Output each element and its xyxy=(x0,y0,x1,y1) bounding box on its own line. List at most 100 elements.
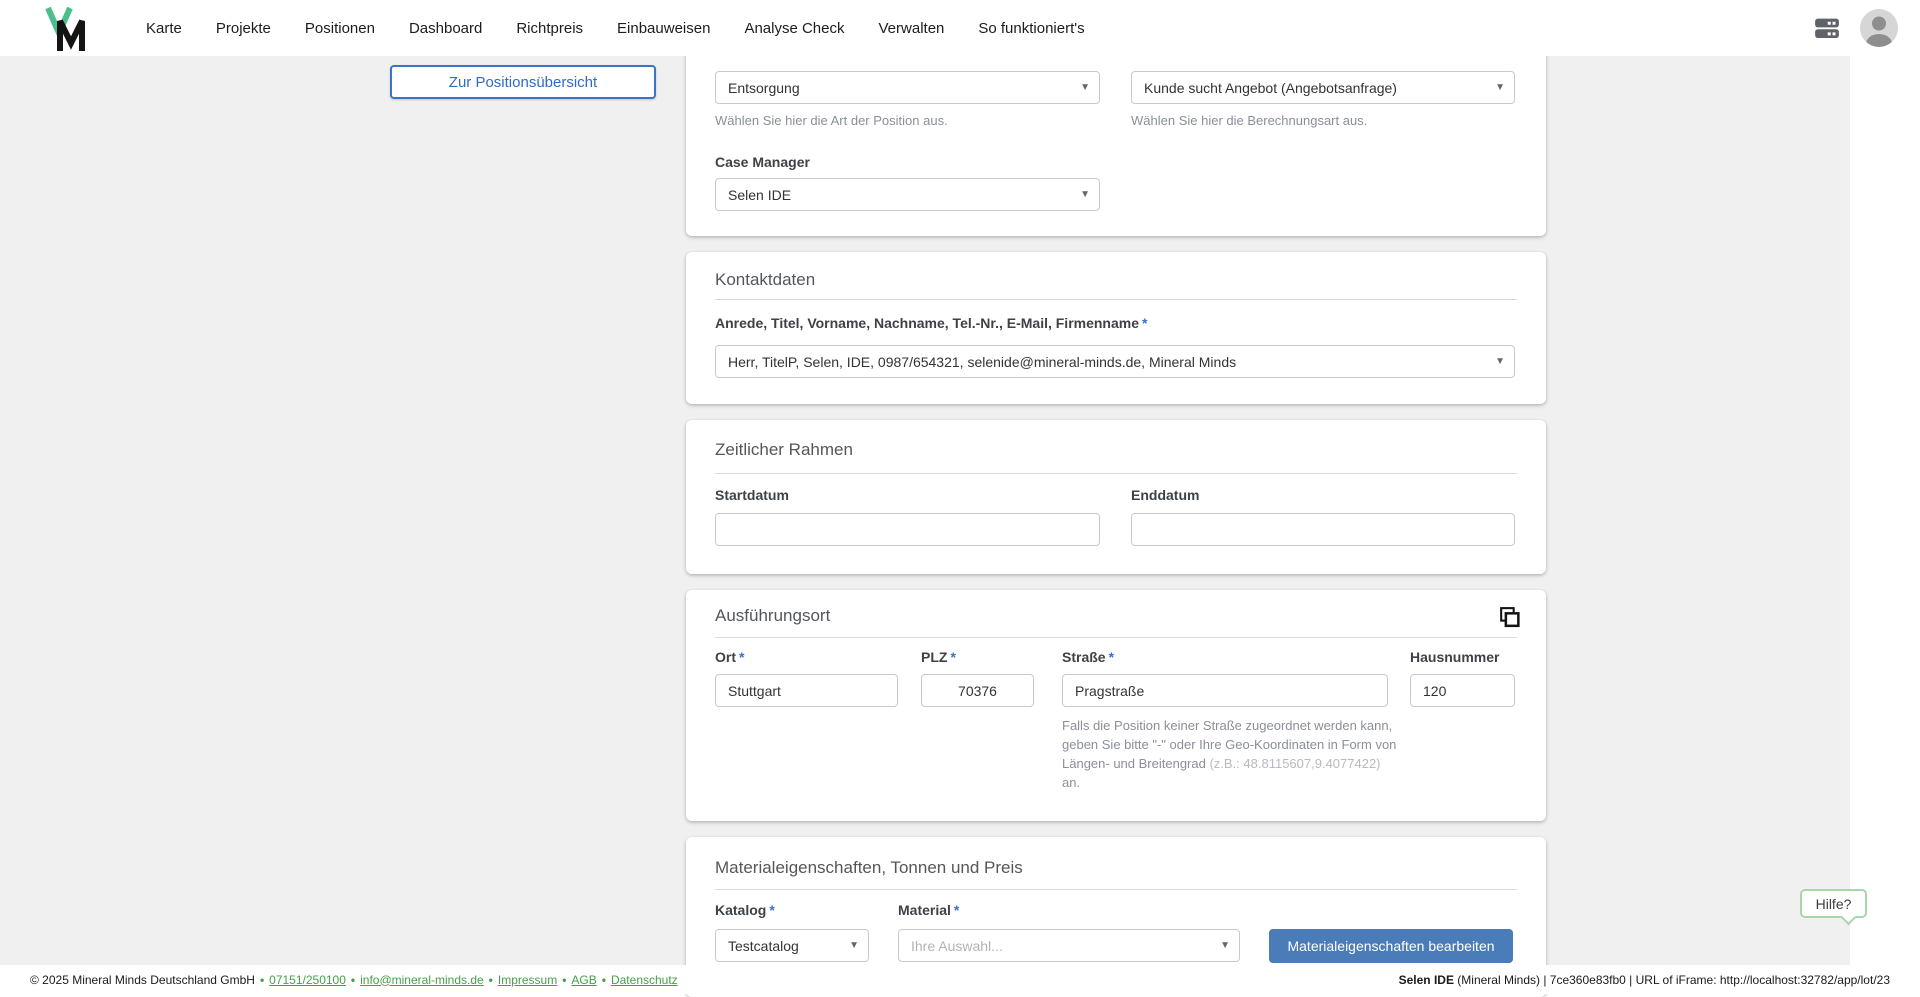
nav-item-einbauweisen[interactable]: Einbauweisen xyxy=(617,19,711,37)
case-manager-value: Selen IDE xyxy=(728,186,792,203)
chevron-down-icon: ▼ xyxy=(1495,355,1505,367)
strasse-input[interactable] xyxy=(1062,674,1388,707)
plz-label-text: PLZ xyxy=(921,649,948,665)
contact-value: Herr, TitelP, Selen, IDE, 0987/654321, s… xyxy=(728,353,1237,370)
footer-copyright: © 2025 Mineral Minds Deutschland GmbH xyxy=(30,972,255,987)
position-type-value: Entsorgung xyxy=(728,79,800,96)
hausnummer-input[interactable] xyxy=(1410,674,1515,707)
outer-page-strip xyxy=(1850,56,1920,965)
zeitlicher-rahmen-title: Zeitlicher Rahmen xyxy=(715,440,853,459)
section-divider xyxy=(715,637,1517,638)
material-select[interactable]: Ihre Auswahl... ▼ xyxy=(898,929,1240,962)
contact-label-text: Anrede, Titel, Vorname, Nachname, Tel.-N… xyxy=(715,315,1140,331)
section-divider xyxy=(715,299,1517,300)
footer-separator: • xyxy=(488,972,493,987)
chevron-down-icon: ▼ xyxy=(1080,188,1090,200)
strasse-helper-text: Falls die Position keiner Straße zugeord… xyxy=(1062,716,1398,792)
kontaktdaten-title: Kontaktdaten xyxy=(715,270,816,289)
position-type-card: Entsorgung ▼ Kunde sucht Angebot (Angebo… xyxy=(686,30,1546,236)
footer: © 2025 Mineral Minds Deutschland GmbH • … xyxy=(0,965,1920,994)
footer-link-phone[interactable]: 07151/250100 xyxy=(269,972,346,987)
katalog-label: Katalog * xyxy=(715,902,775,918)
required-asterisk: * xyxy=(953,902,960,918)
katalog-value: Testcatalog xyxy=(728,937,799,954)
zeitlicher-rahmen-card: Zeitlicher Rahmen Startdatum Enddatum xyxy=(686,420,1546,574)
copy-icon[interactable] xyxy=(1494,602,1524,632)
contact-select[interactable]: Herr, TitelP, Selen, IDE, 0987/654321, s… xyxy=(715,345,1515,378)
case-manager-select[interactable]: Selen IDE ▼ xyxy=(715,178,1100,211)
nav-item-dashboard[interactable]: Dashboard xyxy=(408,19,483,37)
ort-input[interactable] xyxy=(715,674,898,707)
calculation-type-helper-text: Wählen Sie hier die Berechnungsart aus. xyxy=(1131,113,1368,128)
nav-item-analyse-check[interactable]: Analyse Check xyxy=(744,19,845,37)
material-label-text: Material xyxy=(898,902,951,918)
plz-label: PLZ * xyxy=(921,649,956,665)
strasse-label-text: Straße xyxy=(1062,649,1106,665)
footer-link-email[interactable]: info@mineral-minds.de xyxy=(360,972,484,987)
logo-mark-icon xyxy=(45,6,85,51)
chevron-down-icon: ▼ xyxy=(1495,81,1505,93)
strasse-helper-main: Falls die Position keiner Straße zugeord… xyxy=(1062,718,1397,771)
required-asterisk: * xyxy=(1108,649,1115,665)
hausnummer-label: Hausnummer xyxy=(1410,649,1500,665)
footer-separator: • xyxy=(562,972,567,987)
section-divider xyxy=(715,889,1517,890)
chevron-down-icon: ▼ xyxy=(849,939,859,951)
footer-link-datenschutz[interactable]: Datenschutz xyxy=(610,972,678,987)
calculation-type-value: Kunde sucht Angebot (Angebotsanfrage) xyxy=(1144,79,1397,96)
kontaktdaten-card: Kontaktdaten Anrede, Titel, Vorname, Nac… xyxy=(686,252,1546,404)
user-avatar-icon[interactable] xyxy=(1860,9,1898,47)
section-divider xyxy=(715,473,1517,474)
position-type-helper-text: Wählen Sie hier die Art der Position aus… xyxy=(715,113,948,128)
plz-input[interactable] xyxy=(921,674,1034,707)
ort-label: Ort * xyxy=(715,649,744,665)
top-navigation-bar: Karte Projekte Positionen Dashboard Rich… xyxy=(0,0,1920,56)
position-type-select[interactable]: Entsorgung ▼ xyxy=(715,71,1100,104)
enddatum-label: Enddatum xyxy=(1131,487,1200,503)
strasse-label: Straße * xyxy=(1062,649,1114,665)
material-label: Material * xyxy=(898,902,959,918)
server-rack-icon[interactable] xyxy=(1810,11,1844,45)
case-manager-label: Case Manager xyxy=(715,154,810,170)
footer-separator: • xyxy=(601,972,606,987)
edit-material-properties-button[interactable]: Materialeigenschaften bearbeiten xyxy=(1269,929,1513,963)
footer-session-info: Selen IDE (Mineral Minds) | 7ce360e83fb0… xyxy=(1399,973,1890,987)
katalog-select[interactable]: Testcatalog ▼ xyxy=(715,929,869,962)
header-icon-group xyxy=(1810,0,1898,56)
nav-item-positionen[interactable]: Positionen xyxy=(304,19,375,37)
footer-link-impressum[interactable]: Impressum xyxy=(497,972,558,987)
enddatum-input[interactable] xyxy=(1131,513,1515,546)
nav-item-karte[interactable]: Karte xyxy=(146,19,182,37)
required-asterisk: * xyxy=(950,649,956,665)
help-button[interactable]: Hilfe? xyxy=(1800,889,1867,926)
material-placeholder: Ihre Auswahl... xyxy=(911,937,1003,954)
required-asterisk: * xyxy=(769,902,775,918)
ort-label-text: Ort xyxy=(715,649,736,665)
footer-separator: • xyxy=(350,972,356,987)
calculation-type-select[interactable]: Kunde sucht Angebot (Angebotsanfrage) ▼ xyxy=(1131,71,1515,104)
strasse-helper-example: (z.B.: 48.8115607,9.4077422) xyxy=(1209,756,1381,771)
footer-separator: • xyxy=(259,972,265,987)
footer-link-agb[interactable]: AGB xyxy=(571,972,597,987)
footer-session-details: (Mineral Minds) | 7ce360e83fb0 | URL of … xyxy=(1453,972,1890,987)
chevron-down-icon: ▼ xyxy=(1220,939,1230,951)
nav-item-so-funktionierts[interactable]: So funktioniert's xyxy=(978,19,1085,37)
main-nav: Karte Projekte Positionen Dashboard Rich… xyxy=(146,20,1085,37)
footer-left: © 2025 Mineral Minds Deutschland GmbH • … xyxy=(30,973,678,987)
nav-item-richtpreis[interactable]: Richtpreis xyxy=(516,19,584,37)
nav-item-projekte[interactable]: Projekte xyxy=(215,19,271,37)
mineral-minds-logo[interactable] xyxy=(44,4,90,52)
back-to-positions-button[interactable]: Zur Positionsübersicht xyxy=(390,65,656,99)
startdatum-label: Startdatum xyxy=(715,487,789,503)
footer-user-name: Selen IDE xyxy=(1398,972,1454,987)
nav-item-verwalten[interactable]: Verwalten xyxy=(878,19,945,37)
help-button-label: Hilfe? xyxy=(1815,895,1852,912)
ausfuehrungsort-title: Ausführungsort xyxy=(715,606,831,625)
chevron-down-icon: ▼ xyxy=(1080,81,1090,93)
startdatum-input[interactable] xyxy=(715,513,1100,546)
strasse-helper-end: an. xyxy=(1062,775,1081,790)
required-asterisk: * xyxy=(1142,315,1148,331)
ausfuehrungsort-card: Ausführungsort Ort * PLZ * Straße * Hausnum… xyxy=(686,590,1546,821)
contact-label: Anrede, Titel, Vorname, Nachname, Tel.-N… xyxy=(715,315,1147,331)
